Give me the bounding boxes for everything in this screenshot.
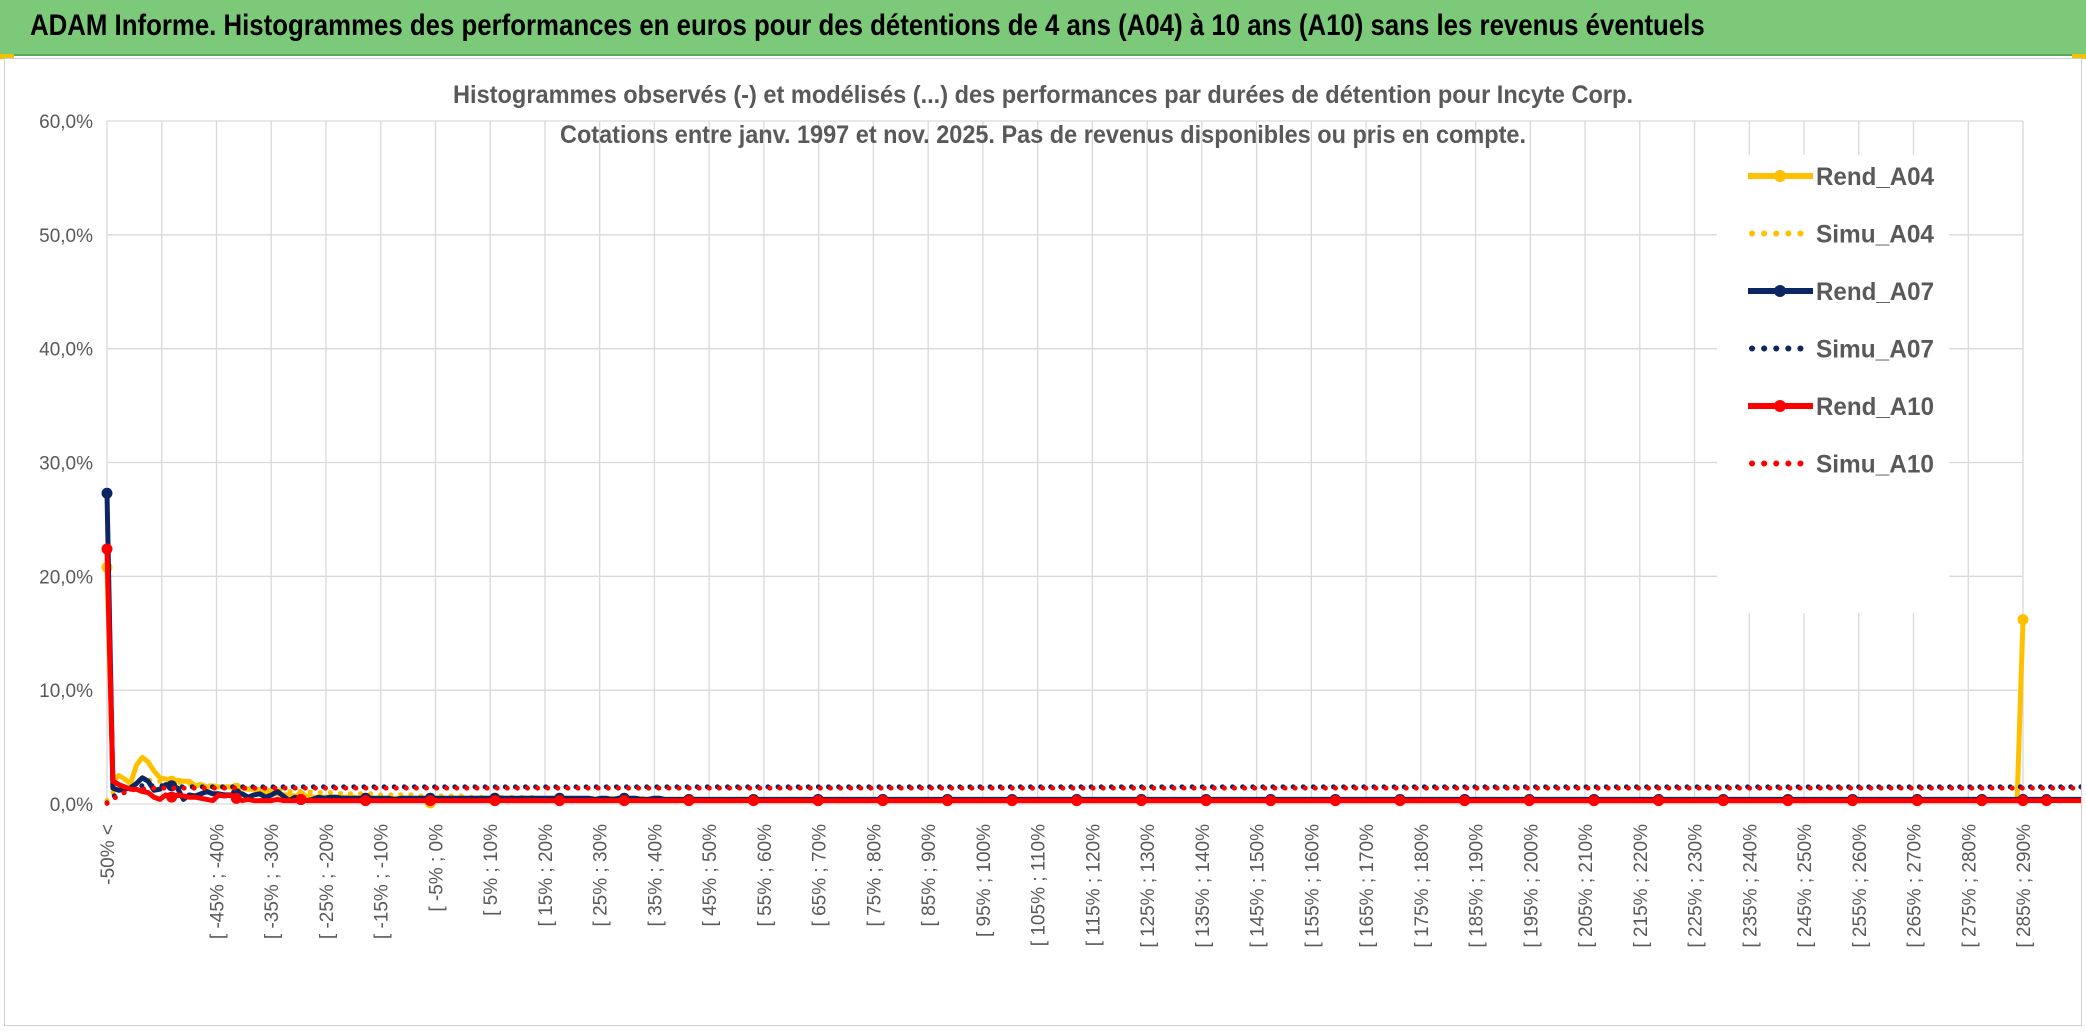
x-tick-label: [ 25% ; 30% <box>591 824 612 927</box>
series-point <box>748 795 760 807</box>
x-tick-label: [ 185% ; 190% <box>1467 824 1488 948</box>
report-title: ADAM Informe. Histogrammes des performan… <box>30 9 1705 42</box>
y-tick-label: 20,0% <box>39 567 93 588</box>
x-tick-label: [ 285% ; 290% <box>2014 824 2035 948</box>
series-point <box>1911 795 1923 807</box>
x-tick-label: [ 215% ; 220% <box>1631 824 1652 948</box>
series-point <box>683 795 695 807</box>
x-tick-label: -50% < <box>98 824 119 885</box>
x-tick-label: [ -35% ; -30% <box>262 824 283 939</box>
legend-label: Rend_A10 <box>1816 393 1934 421</box>
x-tick-label: [ 195% ; 200% <box>1521 824 1542 948</box>
legend-label: Simu_A10 <box>1816 451 1934 479</box>
series-point <box>1847 795 1859 807</box>
series-point <box>1135 795 1147 807</box>
x-tick-label: [ 265% ; 270% <box>1905 824 1926 948</box>
corner-marker-top-right <box>2072 54 2086 59</box>
y-axis: 0,0% 10,0% 20,0% 30,0% 40,0% 50,0% 60,0% <box>39 112 93 816</box>
report-header: ADAM Informe. Histogrammes des performan… <box>0 0 2086 56</box>
x-tick-label: [ 115% ; 120% <box>1083 824 1104 946</box>
legend-box <box>1717 155 1949 613</box>
series-point <box>618 795 630 807</box>
series-point <box>489 795 501 807</box>
y-tick-label: 40,0% <box>39 340 93 361</box>
x-tick-label: [ 85% ; 90% <box>919 824 940 927</box>
series-point <box>1588 795 1600 807</box>
y-tick-label: 30,0% <box>39 454 93 475</box>
x-tick-label: [ 45% ; 50% <box>700 824 721 927</box>
y-tick-label: 0,0% <box>50 795 93 816</box>
x-tick-label: [ 165% ; 170% <box>1357 824 1378 948</box>
x-tick-label: [ 175% ; 180% <box>1412 824 1433 948</box>
chart-title: Histogrammes observés (-) et modélisés (… <box>453 81 1633 109</box>
legend-marker <box>1774 170 1786 182</box>
x-tick-label: [ -25% ; -20% <box>317 824 338 939</box>
x-tick-label: [ 105% ; 110% <box>1029 824 1050 946</box>
legend-label: Simu_A07 <box>1816 336 1934 364</box>
legend-label: Rend_A07 <box>1816 278 1934 306</box>
x-tick-label: [ 155% ; 160% <box>1302 824 1323 948</box>
series-line-simu_a10 <box>104 785 2081 806</box>
series-point <box>101 487 113 499</box>
series-point <box>101 543 113 555</box>
x-axis: -50% < [ -45% ; -40% [ -35% ; -30% [ -25% ;… <box>98 824 2035 948</box>
legend-marker <box>1774 285 1786 297</box>
x-tick-label: [ 135% ; 140% <box>1193 824 1214 948</box>
series-point <box>295 793 307 805</box>
series-point <box>1329 795 1341 807</box>
y-tick-label: 10,0% <box>39 681 93 702</box>
x-tick-label: [ 225% ; 230% <box>1686 824 1707 948</box>
series-point <box>1976 795 1988 807</box>
x-tick-label: [ 55% ; 60% <box>755 824 776 927</box>
series-point <box>1459 795 1471 807</box>
series-lines <box>101 487 2081 809</box>
x-tick-label: [ 15% ; 20% <box>536 824 557 927</box>
series-point <box>1394 795 1406 807</box>
series-point <box>1523 795 1535 807</box>
series-point <box>166 791 178 803</box>
series-point <box>877 795 889 807</box>
legend: Rend_A04 Simu_A04 Rend_A07 Simu_A07 Rend_A10… <box>1717 155 1949 613</box>
series-point <box>424 795 436 807</box>
series-point <box>554 795 566 807</box>
x-tick-label: [ 35% ; 40% <box>645 824 666 927</box>
series-point <box>1265 795 1277 807</box>
x-tick-label: [ 245% ; 250% <box>1795 824 1816 948</box>
y-tick-label: 50,0% <box>39 226 93 247</box>
x-tick-label: [ -15% ; -10% <box>372 824 393 939</box>
x-tick-label: [ -45% ; -40% <box>207 824 228 939</box>
series-point <box>1071 795 1083 807</box>
x-tick-label: [ 235% ; 240% <box>1740 824 1761 948</box>
series-point <box>1717 795 1729 807</box>
x-tick-label: [ 255% ; 260% <box>1850 824 1871 948</box>
legend-label: Rend_A04 <box>1816 163 1934 191</box>
x-tick-label: [ 65% ; 70% <box>810 824 831 927</box>
x-tick-label: [ 205% ; 210% <box>1576 824 1597 948</box>
y-tick-label: 60,0% <box>39 112 93 133</box>
series-point <box>1782 795 1794 807</box>
x-tick-label: [ 145% ; 150% <box>1248 824 1269 948</box>
series-point <box>2017 614 2029 626</box>
x-tick-label: [ 275% ; 280% <box>1959 824 1980 948</box>
x-tick-label: [ -5% ; 0% <box>426 824 447 912</box>
legend-marker <box>1774 400 1786 412</box>
series-point <box>2017 795 2029 807</box>
chart-subtitle: Cotations entre janv. 1997 et nov. 2025.… <box>560 121 1526 149</box>
chart-area: 0,0% 10,0% 20,0% 30,0% 40,0% 50,0% 60,0% -50% … <box>4 58 2082 1026</box>
series-point <box>230 792 242 804</box>
series-point <box>2041 795 2053 807</box>
x-tick-label: [ 75% ; 80% <box>864 824 885 927</box>
x-tick-label: [ 95% ; 100% <box>974 824 995 937</box>
series-point <box>941 795 953 807</box>
series-point <box>1200 795 1212 807</box>
series-point <box>812 795 824 807</box>
histogram-chart: 0,0% 10,0% 20,0% 30,0% 40,0% 50,0% 60,0% -50% … <box>39 81 2081 948</box>
legend-label: Simu_A04 <box>1816 221 1934 249</box>
corner-marker-top-left <box>0 54 14 59</box>
series-point <box>1006 795 1018 807</box>
x-tick-label: [ 5% ; 10% <box>481 824 502 916</box>
series-point <box>1653 795 1665 807</box>
series-point <box>360 795 372 807</box>
x-tick-label: [ 125% ; 130% <box>1138 824 1159 948</box>
